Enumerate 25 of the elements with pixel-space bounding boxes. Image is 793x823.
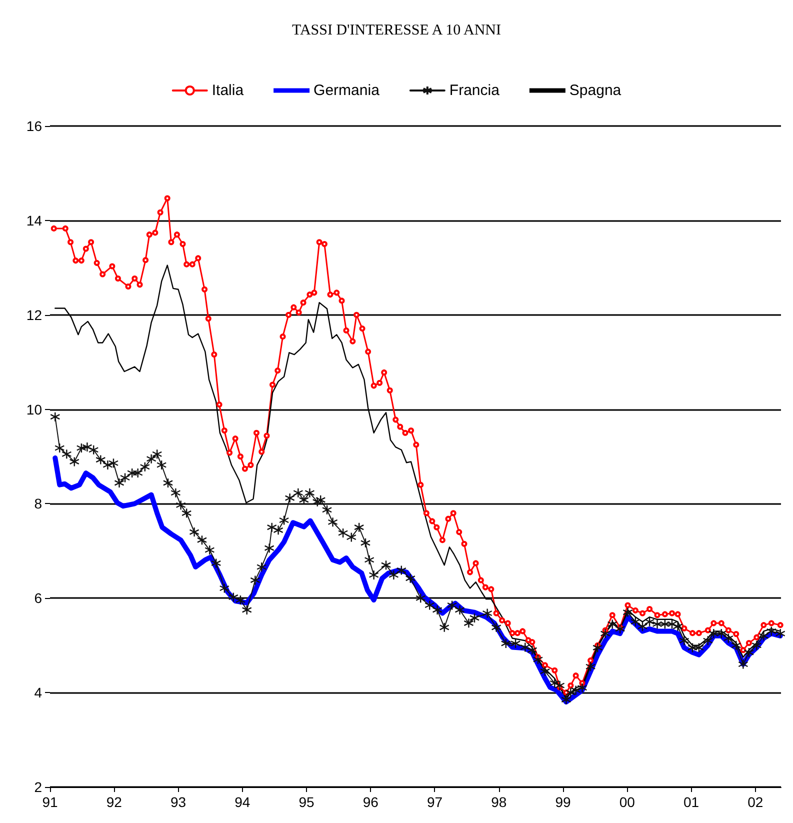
chart-title: TASSI D'INTERESSE A 10 ANNI xyxy=(292,22,502,38)
x-tick-label: 00 xyxy=(619,794,636,810)
x-tick-label: 95 xyxy=(298,794,314,810)
x-tick-label: 98 xyxy=(491,794,507,810)
x-tick-label: 93 xyxy=(170,794,186,810)
x-tick-label: 01 xyxy=(683,794,700,810)
x-tick-label: 94 xyxy=(234,794,250,810)
legend-label: Spagna xyxy=(569,82,622,99)
y-tick-label: 2 xyxy=(34,779,42,795)
y-tick-label: 12 xyxy=(26,306,42,323)
y-tick-label: 8 xyxy=(34,496,42,512)
x-tick-label: 92 xyxy=(106,794,122,810)
y-tick-label: 4 xyxy=(34,684,42,701)
legend-label: Francia xyxy=(449,82,500,99)
legend-label: Germania xyxy=(314,82,380,99)
y-tick-label: 6 xyxy=(34,590,42,606)
legend-label: Italia xyxy=(212,82,244,99)
x-tick-label: 99 xyxy=(555,794,571,810)
y-tick-label: 14 xyxy=(26,212,42,228)
y-tick-label: 16 xyxy=(26,118,42,134)
x-tick-label: 97 xyxy=(426,794,443,810)
x-tick-label: 02 xyxy=(748,794,764,810)
x-tick-label: 91 xyxy=(42,794,58,810)
y-tick-label: 10 xyxy=(26,401,42,418)
x-tick-label: 96 xyxy=(362,794,379,810)
